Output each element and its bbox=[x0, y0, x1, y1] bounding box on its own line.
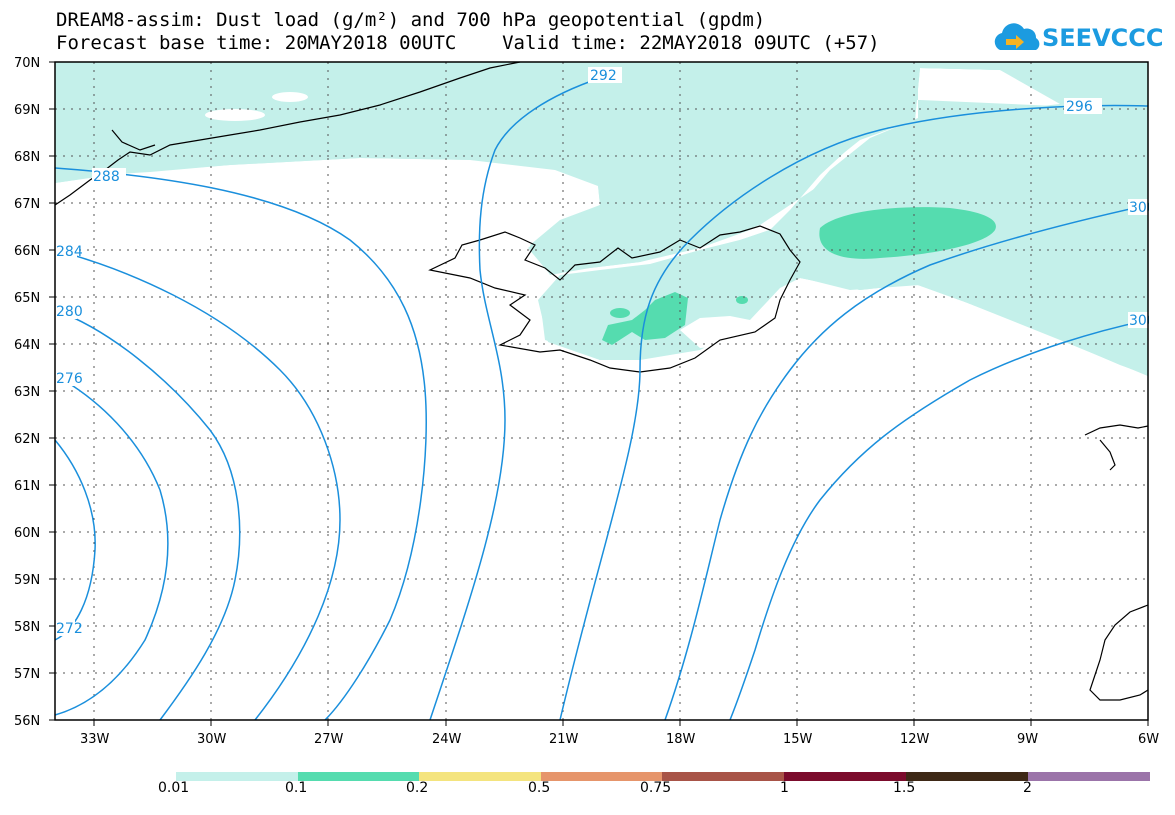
colorbar bbox=[176, 772, 1150, 781]
lon-label: 15W bbox=[783, 732, 813, 747]
lat-label: 67N bbox=[14, 197, 40, 212]
lon-label: 21W bbox=[549, 732, 579, 747]
lat-label: 69N bbox=[14, 103, 40, 118]
lat-label: 56N bbox=[14, 714, 40, 729]
map-grid bbox=[55, 62, 1148, 720]
contour-label-296: 296 bbox=[1066, 99, 1093, 115]
contour-272 bbox=[54, 439, 96, 641]
map-title-line1: DREAM8-assim: Dust load (g/m²) and 700 h… bbox=[56, 9, 766, 31]
colorbar-label: 1.5 bbox=[893, 780, 916, 796]
colorbar-swatch bbox=[419, 772, 541, 781]
lat-label: 61N bbox=[14, 479, 40, 494]
contour-296 bbox=[559, 104, 1149, 721]
dust-area-main bbox=[55, 62, 1148, 376]
iceland-coast bbox=[428, 225, 801, 373]
dust-gap-south-iceland bbox=[680, 316, 770, 348]
colorbar-swatch bbox=[662, 772, 784, 781]
contour-label-288: 288 bbox=[93, 169, 120, 185]
faroe-shetland-coast bbox=[1084, 424, 1149, 436]
contour-label-276: 276 bbox=[56, 371, 83, 387]
lon-label: 9W bbox=[1017, 732, 1038, 747]
longitude-labels: 33W 30W 27W 24W 21W 18W 15W 12W 9W 6W bbox=[80, 732, 1159, 747]
lat-label: 60N bbox=[14, 526, 40, 541]
lon-label: 24W bbox=[432, 732, 462, 747]
dust-area-north bbox=[55, 62, 1148, 272]
contour-label-292: 292 bbox=[590, 68, 617, 84]
contour-300a bbox=[664, 204, 1149, 721]
dust-gap-north bbox=[272, 92, 308, 102]
cloud-logo-icon bbox=[994, 23, 1040, 50]
contour-288 bbox=[54, 167, 427, 721]
geopotential-contours bbox=[54, 77, 1149, 721]
dust-gap-north2 bbox=[205, 109, 265, 121]
lon-label: 30W bbox=[197, 732, 227, 747]
lon-label: 12W bbox=[900, 732, 930, 747]
logo-text: SEEVCCC bbox=[1042, 24, 1164, 52]
contour-label-280: 280 bbox=[56, 304, 83, 320]
lat-label: 68N bbox=[14, 150, 40, 165]
dust-area-medium-east bbox=[819, 207, 996, 259]
colorbar-label: 0.5 bbox=[528, 780, 551, 796]
colorbar-swatch bbox=[541, 772, 662, 781]
scotland-coast bbox=[1089, 604, 1149, 701]
contour-label-272: 272 bbox=[56, 621, 83, 637]
lat-label: 58N bbox=[14, 620, 40, 635]
colorbar-swatch bbox=[1028, 772, 1150, 781]
contour-label-284: 284 bbox=[56, 244, 83, 260]
greenland-coast-2 bbox=[111, 129, 156, 151]
latitude-labels: 70N 69N 68N 67N 66N 65N 64N 63N 62N 61N … bbox=[14, 56, 40, 729]
dust-spot-small bbox=[610, 308, 630, 318]
lat-label: 70N bbox=[14, 56, 40, 71]
lon-label: 27W bbox=[314, 732, 344, 747]
dust-spot-small2 bbox=[736, 296, 748, 304]
contour-300b bbox=[729, 319, 1149, 721]
colorbar-label: 0.75 bbox=[640, 780, 672, 796]
colorbar-swatch bbox=[298, 772, 419, 781]
colorbar-label: 2 bbox=[1023, 780, 1032, 796]
seevccc-logo: SEEVCCC bbox=[990, 14, 1170, 64]
contour-276 bbox=[54, 374, 169, 716]
colorbar-swatch bbox=[906, 772, 1028, 781]
map-title-line2: Forecast base time: 20MAY2018 00UTC Vali… bbox=[56, 32, 880, 54]
lat-label: 63N bbox=[14, 385, 40, 400]
colorbar-swatch bbox=[176, 772, 298, 781]
colorbar-label: 0.01 bbox=[158, 780, 190, 796]
colorbar-label: 0.2 bbox=[406, 780, 429, 796]
lat-label: 64N bbox=[14, 338, 40, 353]
lon-label: 6W bbox=[1138, 732, 1159, 747]
axis-ticks bbox=[49, 61, 1149, 726]
lat-label: 66N bbox=[14, 244, 40, 259]
lat-label: 59N bbox=[14, 573, 40, 588]
lat-label: 62N bbox=[14, 432, 40, 447]
contour-284 bbox=[54, 249, 341, 721]
faroe-coast bbox=[1099, 439, 1116, 471]
contour-292 bbox=[429, 77, 601, 721]
lon-label: 33W bbox=[80, 732, 110, 747]
lon-label: 18W bbox=[666, 732, 696, 747]
colorbar-swatch bbox=[784, 772, 906, 781]
lat-label: 65N bbox=[14, 291, 40, 306]
colorbar-label: 1 bbox=[780, 780, 789, 796]
contour-label-group: 288 284 280 276 272 292 296 300 300 bbox=[55, 67, 1156, 637]
colorbar-label: 0.1 bbox=[285, 780, 308, 796]
contour-280 bbox=[54, 309, 241, 721]
lat-label: 57N bbox=[14, 667, 40, 682]
